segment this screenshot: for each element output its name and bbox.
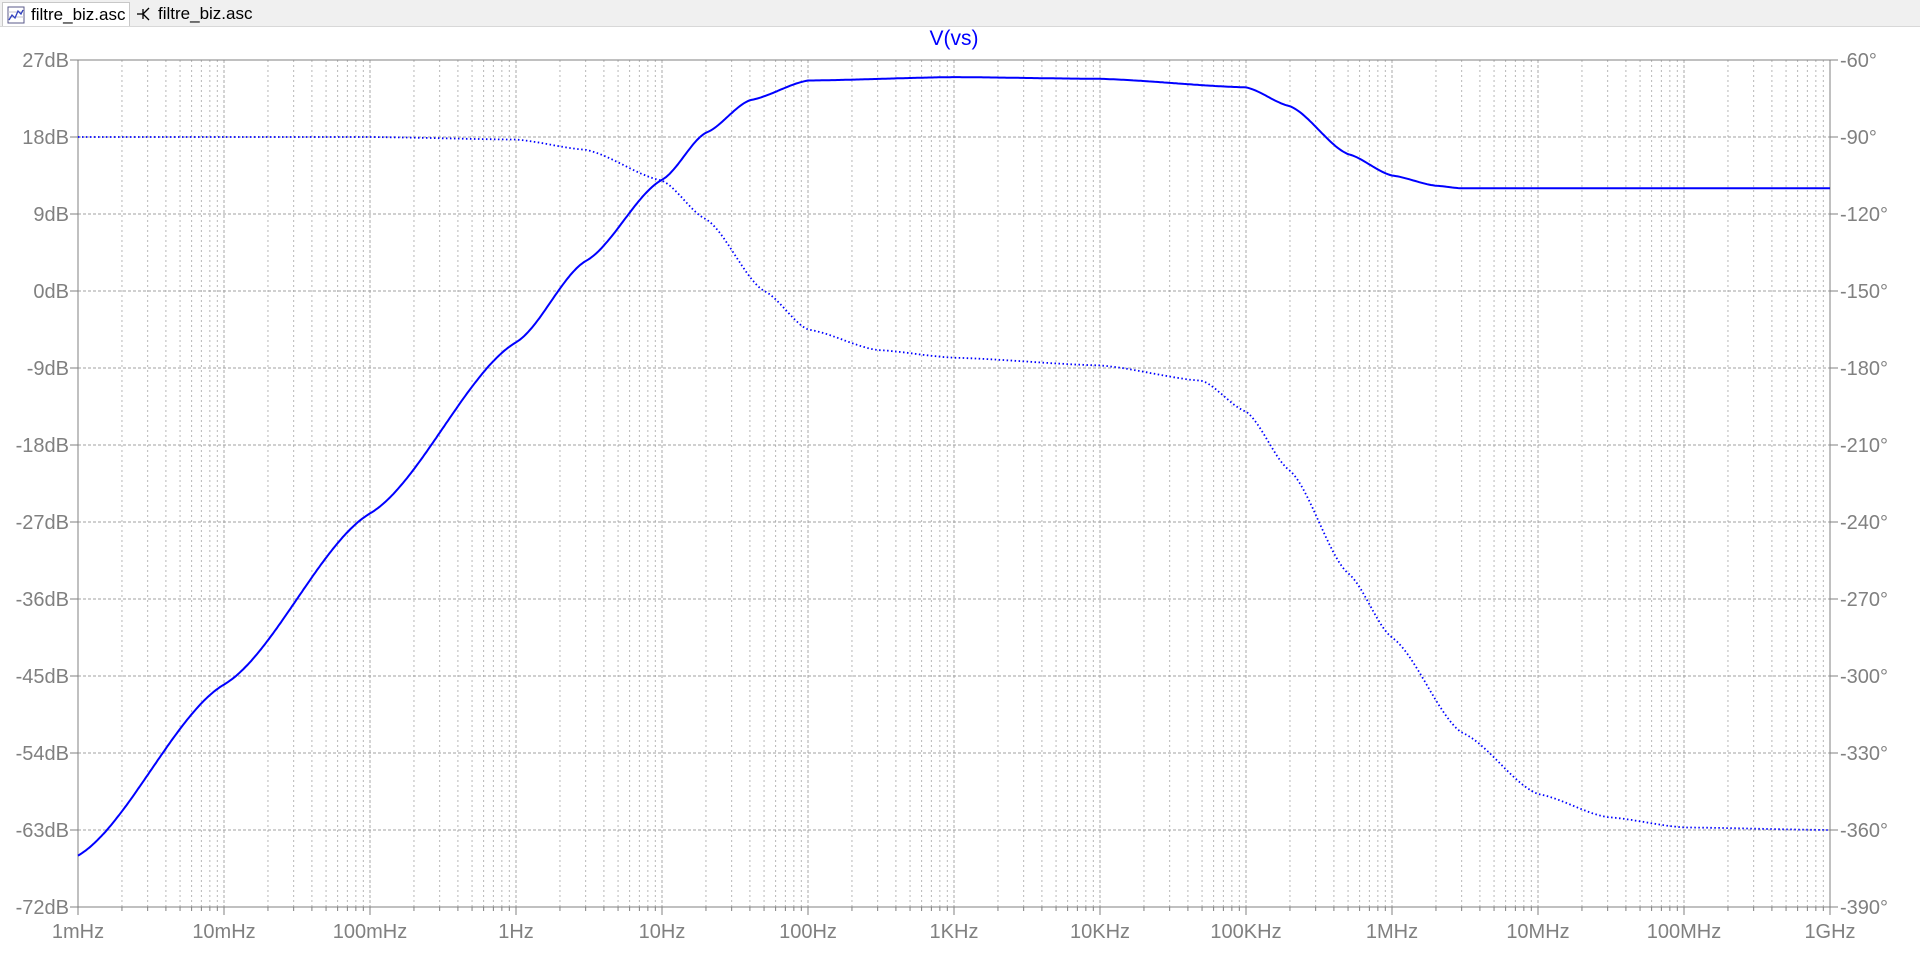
tab-schematic[interactable]: filtre_biz.asc xyxy=(130,2,253,26)
x-tick-label: 1MHz xyxy=(1366,921,1418,943)
x-tick-label: 100MHz xyxy=(1647,921,1721,943)
x-tick-label: 100KHz xyxy=(1210,921,1281,943)
y-left-tick-label: 9dB xyxy=(33,204,69,226)
y-right-tick-label: -60° xyxy=(1840,50,1877,72)
x-tick-label: 100mHz xyxy=(333,921,407,943)
waveform-icon xyxy=(7,6,25,24)
y-left-tick-label: -18dB xyxy=(16,435,69,457)
tab-waveform[interactable]: filtre_biz.asc xyxy=(2,2,130,26)
y-left-tick-label: 27dB xyxy=(22,50,69,72)
y-right-tick-label: -300° xyxy=(1840,666,1888,688)
y-left-tick-label: -9dB xyxy=(27,358,69,380)
magnitude-trace[interactable] xyxy=(77,76,1830,857)
left-axis-ticks: 27dB 18dB 9dB 0dB -9dB -18dB -27dB -36dB -45dB -5… xyxy=(16,50,78,919)
y-right-tick-label: -390° xyxy=(1840,897,1888,919)
chart-title[interactable]: V(vs) xyxy=(930,27,979,50)
y-right-tick-label: -90° xyxy=(1840,127,1877,149)
y-left-tick-label: -36dB xyxy=(16,589,69,611)
x-tick-label: 1mHz xyxy=(52,921,104,943)
traces xyxy=(77,76,1830,857)
y-right-tick-label: -180° xyxy=(1840,358,1888,380)
x-tick-label: 1KHz xyxy=(930,921,979,943)
phase-trace[interactable] xyxy=(78,136,1830,831)
y-right-tick-label: -360° xyxy=(1840,820,1888,842)
x-tick-label: 1GHz xyxy=(1804,921,1855,943)
tab-schematic-label: filtre_biz.asc xyxy=(158,4,253,23)
schematic-icon xyxy=(134,5,152,23)
y-left-tick-label: 18dB xyxy=(22,127,69,149)
x-tick-label: 1Hz xyxy=(498,921,534,943)
y-right-tick-label: -330° xyxy=(1840,743,1888,765)
y-right-tick-label: -240° xyxy=(1840,512,1888,534)
y-left-tick-label: -45dB xyxy=(16,666,69,688)
y-left-tick-label: -63dB xyxy=(16,820,69,842)
y-right-tick-label: -270° xyxy=(1840,589,1888,611)
y-left-tick-label: 0dB xyxy=(33,281,69,303)
y-right-tick-label: -150° xyxy=(1840,281,1888,303)
document-tab-bar: filtre_biz.asc filtre_biz.asc xyxy=(0,0,1920,27)
x-tick-label: 100Hz xyxy=(779,921,837,943)
y-right-tick-label: -120° xyxy=(1840,204,1888,226)
x-tick-label: 10MHz xyxy=(1506,921,1569,943)
x-tick-label: 10Hz xyxy=(639,921,686,943)
waveform-plot-pane[interactable]: 1mHz 10mHz 100mHz 1Hz 10Hz 100Hz 1KHz 10KHz 100K… xyxy=(0,27,1920,957)
y-right-tick-label: -210° xyxy=(1840,435,1888,457)
y-left-tick-label: -54dB xyxy=(16,743,69,765)
grid xyxy=(77,59,1831,908)
bode-plot: 1mHz 10mHz 100mHz 1Hz 10Hz 100Hz 1KHz 10KHz 100K… xyxy=(16,27,1888,943)
y-left-tick-label: -72dB xyxy=(16,897,69,919)
tab-waveform-label: filtre_biz.asc xyxy=(31,4,126,24)
y-left-tick-label: -27dB xyxy=(16,512,69,534)
x-tick-label: 10KHz xyxy=(1070,921,1130,943)
x-tick-label: 10mHz xyxy=(192,921,255,943)
x-axis-ticks: 1mHz 10mHz 100mHz 1Hz 10Hz 100Hz 1KHz 10KHz 100K… xyxy=(52,907,1856,943)
right-axis-ticks: -60° -90° -120° -150° -180° -210° -240° -270° -3… xyxy=(1830,50,1888,919)
